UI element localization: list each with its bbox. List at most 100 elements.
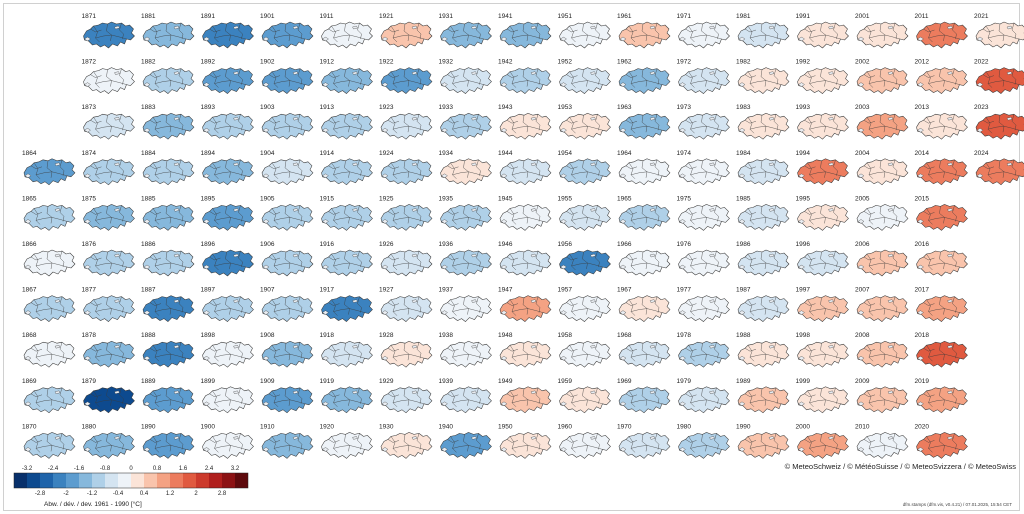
- region-boundary: [357, 114, 362, 131]
- region-boundary: [744, 74, 757, 78]
- lake-shape: [738, 264, 746, 270]
- region-boundary: [749, 171, 782, 176]
- lake-shape: [530, 162, 537, 167]
- region-boundary: [569, 117, 576, 134]
- region-boundary: [998, 115, 1005, 133]
- year-label: 1864: [22, 150, 37, 157]
- lake-shape: [114, 344, 120, 349]
- year-label: 1883: [141, 104, 156, 111]
- region-boundary: [209, 120, 221, 124]
- region-boundary: [820, 69, 826, 87]
- lake-shape: [292, 71, 299, 75]
- lake-shape: [173, 390, 180, 395]
- temperature-anomaly-map: [916, 67, 968, 94]
- region-boundary: [892, 250, 898, 268]
- year-label: 1903: [260, 104, 275, 111]
- temperature-anomaly-map: [797, 386, 849, 414]
- map-1924: 1924: [379, 150, 433, 186]
- region-boundary: [595, 342, 600, 359]
- lake-shape: [262, 401, 270, 407]
- region-boundary: [33, 299, 41, 316]
- region-boundary: [452, 399, 484, 404]
- region-boundary: [93, 25, 100, 43]
- lake-shape: [768, 208, 775, 212]
- region-boundary: [214, 445, 246, 450]
- lake-shape: [828, 162, 834, 167]
- region-boundary: [392, 80, 425, 85]
- region-boundary: [701, 434, 707, 452]
- year-label: 1948: [498, 332, 513, 339]
- region-boundary: [760, 388, 767, 406]
- lake-shape: [114, 253, 120, 258]
- map-1999: 1999: [796, 378, 849, 414]
- region-boundary: [33, 345, 41, 362]
- region-boundary: [807, 390, 814, 407]
- lake-shape: [500, 219, 508, 224]
- region-boundary: [641, 343, 648, 361]
- region-boundary: [892, 159, 898, 176]
- temperature-anomaly-map: [499, 112, 552, 140]
- lake-shape: [233, 71, 239, 75]
- lake-shape: [500, 173, 508, 179]
- region-boundary: [387, 348, 400, 352]
- region-boundary: [928, 262, 960, 268]
- year-label: 1904: [260, 150, 275, 157]
- temperature-anomaly-map: [202, 295, 254, 322]
- lake-shape: [322, 310, 329, 315]
- lake-shape: [84, 264, 91, 270]
- region-boundary: [119, 342, 124, 359]
- lake-shape: [114, 71, 120, 75]
- region-boundary: [939, 115, 945, 133]
- map-1898: 1898: [201, 332, 254, 368]
- region-boundary: [154, 308, 187, 313]
- lake-shape: [173, 208, 180, 212]
- region-boundary: [809, 80, 841, 85]
- lake-shape: [233, 208, 239, 212]
- temperature-anomaly-map: [916, 21, 968, 49]
- year-label: 2003: [855, 104, 870, 111]
- lake-shape: [352, 390, 358, 395]
- region-boundary: [690, 445, 722, 450]
- lake-shape: [292, 299, 299, 303]
- lake-shape: [233, 390, 239, 395]
- lake-shape: [54, 162, 61, 167]
- region-boundary: [106, 434, 112, 452]
- region-boundary: [154, 399, 187, 404]
- region-boundary: [35, 171, 68, 176]
- temperature-anomaly-map: [618, 112, 671, 140]
- region-boundary: [152, 162, 160, 179]
- lake-shape: [233, 25, 239, 30]
- lake-shape: [84, 127, 91, 133]
- region-boundary: [152, 253, 160, 271]
- lake-shape: [262, 355, 270, 361]
- lake-shape: [24, 264, 32, 270]
- region-boundary: [273, 171, 306, 176]
- region-boundary: [641, 388, 648, 406]
- region-boundary: [571, 445, 603, 450]
- region-boundary: [939, 343, 945, 361]
- lake-shape: [887, 436, 894, 440]
- year-label: 2024: [974, 150, 989, 157]
- region-boundary: [879, 297, 886, 315]
- lake-shape: [590, 436, 596, 440]
- region-boundary: [447, 439, 459, 443]
- region-boundary: [744, 28, 757, 33]
- region-boundary: [595, 68, 600, 85]
- lake-shape: [857, 127, 865, 133]
- region-boundary: [463, 23, 469, 42]
- year-label: 1895: [201, 195, 216, 202]
- region-boundary: [654, 433, 660, 450]
- region-boundary: [641, 23, 648, 42]
- region-boundary: [178, 433, 184, 450]
- region-boundary: [926, 71, 933, 88]
- map-1873: 1873: [82, 104, 135, 140]
- region-boundary: [30, 211, 43, 215]
- region-boundary: [268, 256, 281, 261]
- region-boundary: [952, 296, 957, 313]
- year-label: 1885: [141, 195, 156, 202]
- region-boundary: [630, 262, 663, 268]
- region-boundary: [820, 388, 826, 406]
- year-label: 1869: [22, 378, 37, 385]
- lake-shape: [173, 436, 180, 440]
- region-boundary: [809, 308, 841, 313]
